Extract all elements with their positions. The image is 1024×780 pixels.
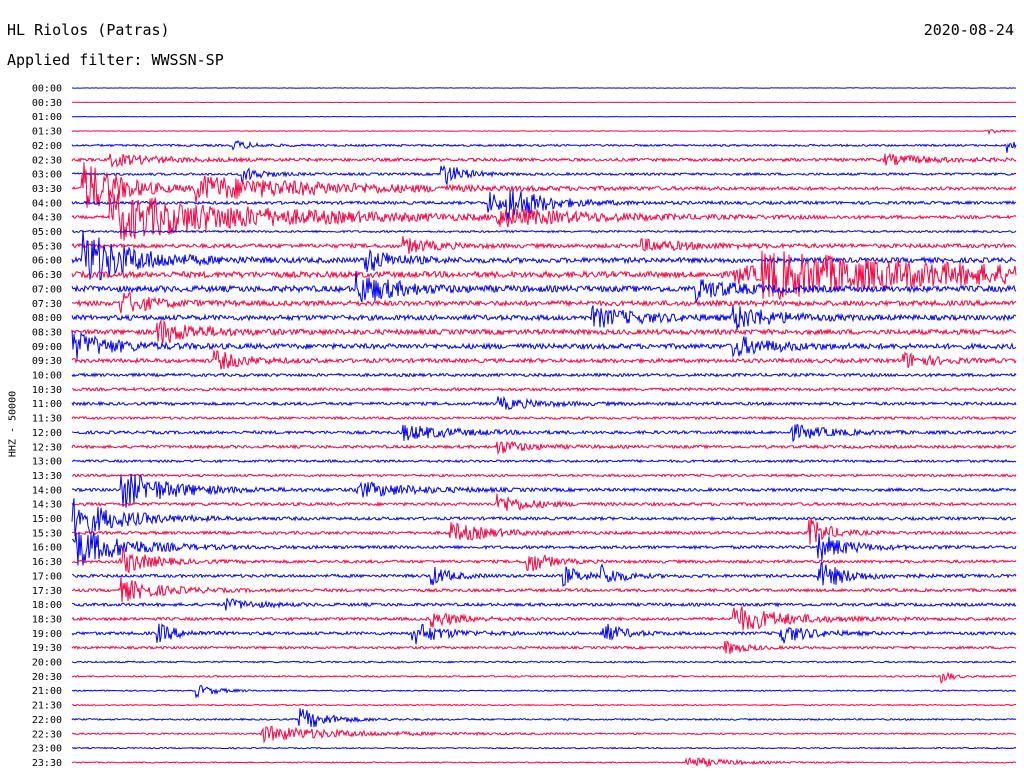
trace-row [71,498,1017,537]
trace-row [71,517,1017,545]
trace-row [71,140,1017,153]
trace-row [71,562,1017,588]
trace-row [71,640,1017,655]
row-label: 03:00 [32,170,62,181]
row-label: 22:30 [32,729,62,740]
row-label: 07:30 [32,299,62,310]
trace-row [71,395,1017,411]
row-label: 10:30 [32,385,62,396]
row-label: 04:00 [32,198,62,209]
trace-row [71,493,1017,512]
row-label: 12:00 [32,428,62,439]
row-label: 08:00 [32,313,62,324]
trace-row [71,329,1017,360]
row-label: 06:30 [32,270,62,281]
row-label: 14:00 [32,485,62,496]
row-label: 00:00 [32,84,62,95]
trace-row [71,270,1017,304]
row-label: 03:30 [32,184,62,195]
trace-row [71,164,1017,186]
trace-row [71,703,1016,707]
row-label: 10:00 [32,371,62,382]
trace-row [71,236,1017,254]
row-label: 02:00 [32,141,62,152]
row-labels: 00:00 00:30 01:00 01:30 02:00 02:30 03:00 03:30… [32,84,62,769]
trace-row [71,684,1017,699]
row-label: 23:30 [32,758,62,769]
row-label: 14:30 [32,500,62,511]
row-label: 01:30 [32,127,62,138]
trace-row [71,386,1017,393]
row-label: 07:00 [32,284,62,295]
trace-row [72,531,1017,566]
row-label: 21:30 [32,701,62,712]
trace-row [71,473,1017,508]
trace-row [71,458,1017,464]
row-label: 19:00 [32,629,62,640]
row-label: 15:00 [32,514,62,525]
row-label: 18:30 [32,614,62,625]
station-title: HL Riolos (Patras) [7,21,170,39]
seismic-traces [71,87,1017,768]
row-label: 05:00 [32,227,62,238]
row-label: 00:30 [32,98,62,109]
row-label: 09:00 [32,342,62,353]
row-label: 15:30 [32,528,62,539]
trace-row [71,229,1017,234]
row-label: 06:00 [32,256,62,267]
row-label: 11:00 [32,399,62,410]
row-label: 05:30 [32,241,62,252]
trace-row [71,152,1017,169]
row-label: 19:30 [32,643,62,654]
row-label: 20:30 [32,672,62,683]
row-label: 23:00 [32,744,62,755]
row-label: 18:00 [32,600,62,611]
trace-row [71,671,1017,684]
trace-row [71,598,1017,611]
trace-row [71,473,1017,478]
trace-row [71,440,1017,455]
trace-row [71,190,1017,222]
trace-row [71,292,1017,314]
trace-row [71,746,1017,750]
row-label: 08:30 [32,327,62,338]
row-label: 21:00 [32,686,62,697]
row-label: 09:30 [32,356,62,367]
trace-row [71,305,1017,330]
trace-row [71,372,1017,378]
trace-row [71,423,1017,443]
trace-row [71,129,1017,136]
row-label: 11:30 [32,414,62,425]
row-label: 02:30 [32,155,62,166]
trace-row [71,415,1017,421]
row-label: 20:00 [32,658,62,669]
row-label: 13:30 [32,471,62,482]
trace-row [71,725,1017,744]
trace-row [71,708,1017,728]
trace-row [71,250,1017,301]
row-label: 17:30 [32,586,62,597]
trace-row [71,660,1017,664]
row-label: 04:30 [32,213,62,224]
trace-row [71,757,1017,768]
row-label: 12:30 [32,442,62,453]
trace-row [71,606,1017,631]
trace-row [71,623,1017,645]
row-label: 13:00 [32,457,62,468]
row-label: 16:00 [32,543,62,554]
row-label: 17:00 [32,571,62,582]
trace-row [71,350,1017,370]
row-label: 01:00 [32,112,62,123]
row-label: 16:30 [32,557,62,568]
trace-row [71,546,1017,574]
row-label: 22:00 [32,715,62,726]
trace-row [71,193,1017,241]
trace-row [71,318,1017,343]
trace-row [71,162,1017,208]
trace-row [71,230,1017,281]
filter-label: Applied filter: WWSSN-SP [7,51,224,69]
record-date: 2020-08-24 [923,21,1014,39]
trace-row [71,577,1017,603]
